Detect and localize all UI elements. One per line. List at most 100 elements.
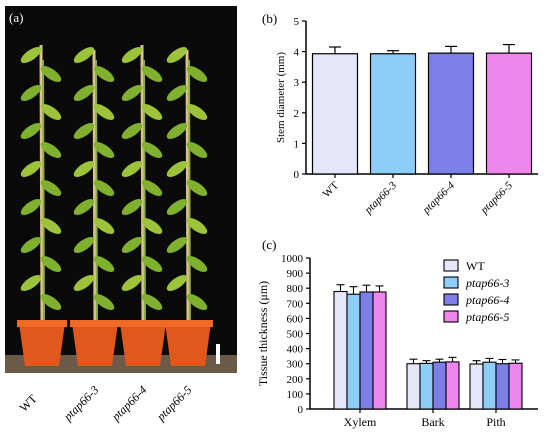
leaf bbox=[141, 65, 163, 83]
leaf bbox=[186, 141, 208, 159]
y-tick-label: 400 bbox=[287, 344, 304, 356]
y-tick-label: 200 bbox=[287, 374, 304, 386]
bar-Bark-ptap66-5 bbox=[445, 361, 460, 410]
leaf bbox=[186, 255, 208, 273]
y-tick-label: 700 bbox=[287, 298, 304, 310]
bar-Xylem-ptap66-3 bbox=[346, 293, 361, 410]
y-axis-label: Stem diameter (mm) bbox=[275, 52, 287, 143]
leaf bbox=[166, 274, 188, 292]
pot-rim bbox=[118, 320, 168, 327]
leaf bbox=[166, 160, 188, 178]
leaf bbox=[166, 198, 188, 216]
leaf bbox=[20, 84, 42, 102]
legend-label-ptap66-4: ptap66-4 bbox=[465, 293, 509, 307]
leaf bbox=[166, 122, 188, 140]
bar-ptap66-4 bbox=[427, 52, 475, 175]
leaf bbox=[40, 179, 62, 197]
leaf bbox=[186, 293, 208, 311]
plant-label-WT: WT bbox=[17, 391, 41, 415]
plant-photo bbox=[5, 6, 237, 373]
stem bbox=[42, 59, 45, 326]
leaf bbox=[186, 217, 208, 235]
stake bbox=[185, 49, 190, 326]
leaf bbox=[121, 236, 143, 254]
legend-swatch-ptap66-4 bbox=[443, 293, 459, 306]
panel-a-label: (a) bbox=[9, 10, 23, 25]
bar-Pith-WT bbox=[469, 363, 484, 410]
bar-Bark-ptap66-3 bbox=[419, 362, 434, 410]
x-tick-label-ptap66-4: ptap66-4 bbox=[420, 179, 458, 217]
leaf bbox=[20, 198, 42, 216]
leaf bbox=[141, 103, 163, 121]
leaf bbox=[93, 217, 115, 235]
stem bbox=[95, 59, 98, 326]
legend-label-ptap66-5: ptap66-5 bbox=[465, 310, 509, 324]
stem bbox=[143, 59, 146, 326]
leaf bbox=[73, 84, 95, 102]
leaf bbox=[186, 179, 208, 197]
y-tick-label: 2 bbox=[294, 108, 300, 120]
leaf bbox=[141, 217, 163, 235]
leaf bbox=[93, 65, 115, 83]
bar-Pith-ptap66-5 bbox=[508, 362, 523, 410]
bar-Pith-ptap66-3 bbox=[482, 361, 497, 410]
leaf bbox=[93, 141, 115, 159]
stake bbox=[92, 49, 97, 326]
leaf bbox=[73, 160, 95, 178]
x-tick-label-Bark: Bark bbox=[421, 415, 444, 429]
leaf bbox=[73, 46, 95, 64]
leaf bbox=[186, 103, 208, 121]
y-tick-label: 3 bbox=[294, 77, 300, 89]
leaf bbox=[40, 255, 62, 273]
leaf bbox=[40, 141, 62, 159]
leaf bbox=[121, 160, 143, 178]
pot-rim bbox=[163, 320, 213, 327]
x-tick-label-Pith: Pith bbox=[486, 415, 505, 429]
leaf bbox=[93, 103, 115, 121]
bar-Xylem-ptap66-4 bbox=[359, 291, 374, 410]
plant-ptap66-3 bbox=[70, 46, 120, 366]
leaf bbox=[141, 179, 163, 197]
leaf bbox=[166, 236, 188, 254]
leaf bbox=[121, 46, 143, 64]
panel-b-label: (b) bbox=[262, 11, 277, 26]
bar-Pith-ptap66-4 bbox=[495, 363, 510, 410]
leaf bbox=[20, 122, 42, 140]
y-tick-label: 100 bbox=[287, 389, 304, 401]
leaf bbox=[121, 198, 143, 216]
y-tick-label: 900 bbox=[287, 268, 304, 280]
chart-c: 0 100 200 300 400 500 600 700 800 900 1000 Tissue t… bbox=[256, 253, 538, 429]
y-tick-label: 300 bbox=[287, 359, 304, 371]
bar-Bark-WT bbox=[406, 363, 421, 410]
stem bbox=[188, 59, 191, 326]
y-tick-label: 500 bbox=[287, 329, 304, 341]
leaf bbox=[73, 122, 95, 140]
plant-WT bbox=[17, 44, 67, 366]
leaf bbox=[121, 122, 143, 140]
x-tick-label-ptap66-5: ptap66-5 bbox=[478, 179, 516, 217]
leaf bbox=[93, 293, 115, 311]
bar-ptap66-5 bbox=[485, 52, 533, 175]
leaf bbox=[40, 217, 62, 235]
bar-ptap66-3 bbox=[369, 53, 417, 175]
leaf bbox=[40, 103, 62, 121]
legend-swatch-ptap66-5 bbox=[443, 310, 459, 323]
leaf bbox=[73, 198, 95, 216]
legend-label-ptap66-3: ptap66-3 bbox=[465, 276, 509, 290]
leaf bbox=[40, 65, 62, 83]
y-tick-label: 4 bbox=[294, 47, 300, 59]
leaf bbox=[73, 236, 95, 254]
pot bbox=[120, 323, 166, 366]
legend-label-WT: WT bbox=[466, 259, 485, 273]
bar-Xylem-WT bbox=[333, 290, 348, 410]
y-tick-label: 0 bbox=[294, 169, 300, 181]
x-tick-label-Xylem: Xylem bbox=[344, 415, 377, 429]
y-tick-label: 1 bbox=[294, 138, 300, 150]
leaf bbox=[20, 274, 42, 292]
plant-label-ptap66-3: ptap66-3 bbox=[60, 383, 101, 424]
leaf bbox=[141, 255, 163, 273]
leaf bbox=[93, 179, 115, 197]
leaf bbox=[20, 236, 42, 254]
leaf bbox=[121, 274, 143, 292]
